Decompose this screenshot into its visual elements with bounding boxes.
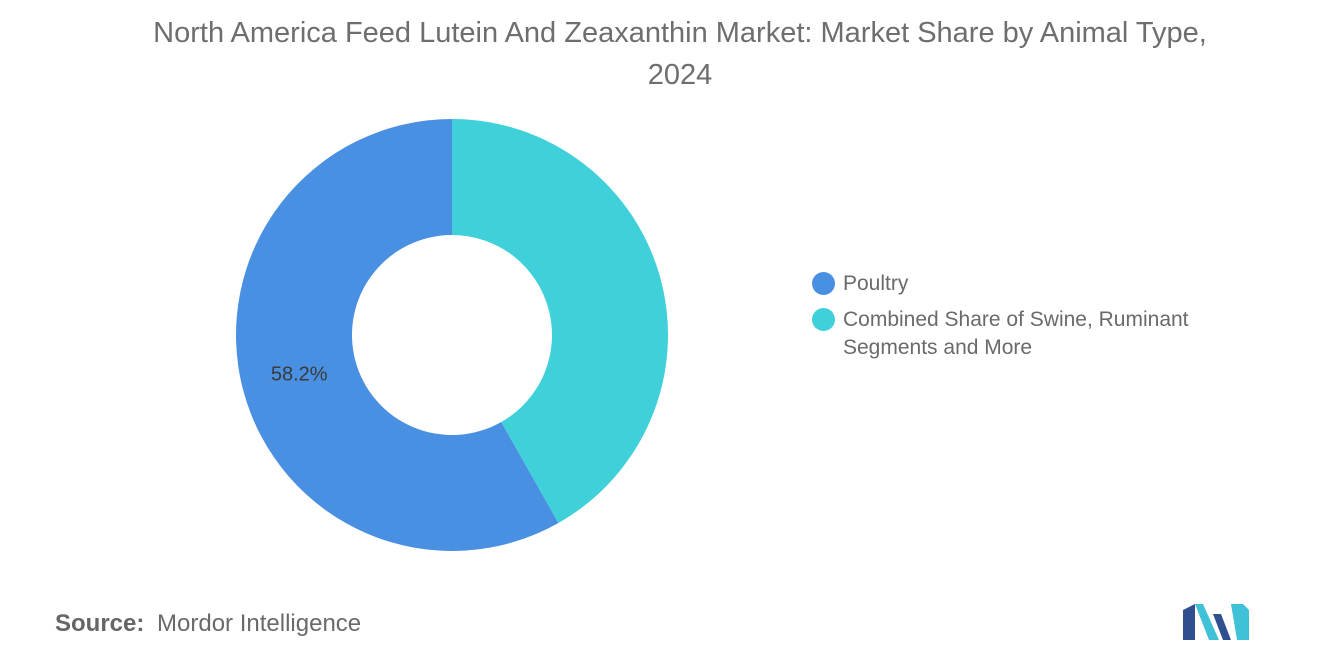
chart-legend: Poultry Combined Share of Swine, Ruminan… — [812, 270, 1232, 370]
donut-data-label-0: 58.2% — [271, 364, 328, 386]
legend-item-poultry[interactable]: Poultry — [812, 270, 1232, 298]
legend-swatch-poultry — [812, 272, 835, 295]
source-text: Mordor Intelligence — [157, 610, 362, 637]
mordor-intelligence-logo-icon — [1183, 604, 1249, 640]
chart-title: North America Feed Lutein And Zeaxanthin… — [153, 17, 1207, 91]
donut-slice-1[interactable] — [452, 119, 668, 523]
legend-item-combined-share[interactable]: Combined Share of Swine, Ruminant Segmen… — [812, 306, 1232, 362]
legend-swatch-combined-share — [812, 308, 835, 331]
source-label: Source: — [55, 610, 145, 637]
source-note: Source: Mordor Intelligence — [55, 610, 361, 638]
donut-slice-0[interactable] — [236, 119, 559, 551]
legend-label-combined-share: Combined Share of Swine, Ruminant Segmen… — [843, 308, 1189, 359]
legend-label-poultry: Poultry — [843, 272, 909, 295]
